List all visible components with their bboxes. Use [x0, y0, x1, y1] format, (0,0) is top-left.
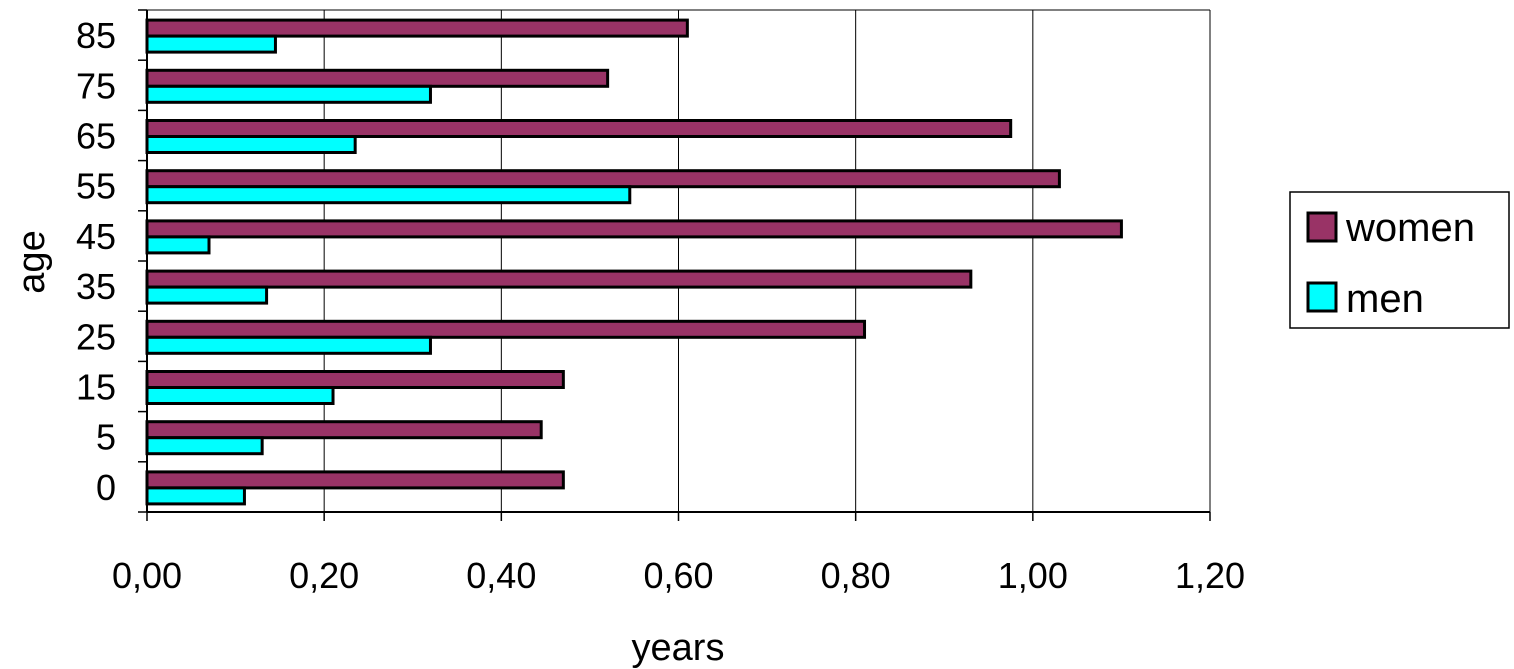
legend-label-men: men	[1346, 277, 1424, 321]
x-tick-label: 1,20	[1175, 555, 1245, 596]
x-axis-title: years	[632, 627, 725, 669]
bar-women	[145, 18, 689, 38]
bar-women	[145, 119, 1013, 138]
y-tick-label: 55	[76, 166, 116, 207]
y-tick-label: 85	[76, 15, 116, 56]
bar-men	[145, 285, 269, 305]
bar-women	[145, 169, 1061, 189]
y-tick-label: 15	[76, 367, 116, 408]
y-tick-label: 25	[76, 316, 116, 357]
bar-men	[145, 335, 432, 355]
x-tick-label: 0,80	[821, 555, 891, 596]
y-tick-label: 0	[96, 467, 116, 508]
bar-men	[145, 185, 632, 205]
y-tick-label: 35	[76, 266, 116, 307]
bar-women	[145, 319, 867, 339]
bar-women	[145, 269, 973, 289]
bar-men	[145, 436, 264, 456]
legend-swatch-men	[1306, 281, 1338, 313]
y-axis-title: age	[11, 230, 53, 293]
y-tick-labels: 0 5 15 25 35 45 55 65 75 85	[76, 15, 116, 508]
x-tick-label: 1,00	[998, 555, 1068, 596]
x-tick-label: 0,20	[289, 555, 359, 596]
x-tick-label: 0,60	[643, 555, 713, 596]
bar-women	[145, 219, 1123, 239]
x-tick-label: 0,40	[466, 555, 536, 596]
y-tick-label: 75	[76, 65, 116, 106]
legend-swatch-women	[1306, 211, 1338, 243]
legend: women men	[1289, 191, 1510, 329]
x-tick-label: 0,00	[112, 555, 182, 596]
x-tick-labels: 0,00 0,20 0,40 0,60 0,80 1,00 1,20	[112, 555, 1245, 596]
y-tick-label: 65	[76, 116, 116, 157]
bar-men	[145, 235, 211, 255]
bar-men	[145, 84, 432, 104]
bar-women	[145, 420, 543, 440]
bar-men	[145, 486, 246, 506]
bar-women	[145, 370, 565, 389]
y-tick-label: 45	[76, 216, 116, 257]
bar-men	[145, 34, 277, 54]
bar-men	[145, 386, 335, 405]
legend-label-women: women	[1345, 206, 1475, 250]
bar-men	[145, 135, 357, 154]
axes	[138, 9, 1211, 521]
bar-women	[145, 470, 565, 490]
y-tick-label: 5	[96, 417, 116, 458]
bars	[145, 18, 1123, 506]
bar-women	[145, 68, 610, 88]
